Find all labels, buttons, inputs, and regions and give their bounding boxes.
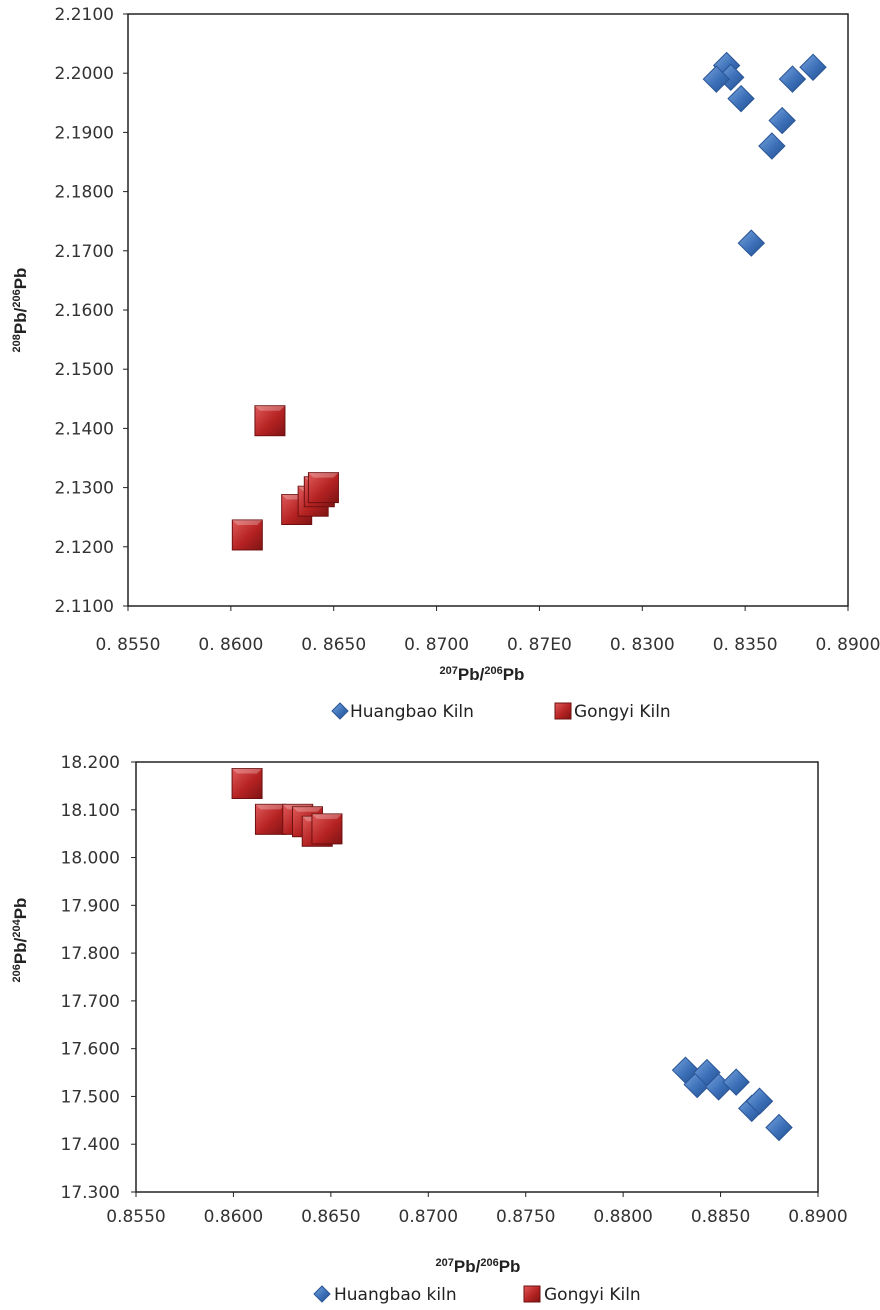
y-tick-label: 2.1800 — [55, 183, 114, 203]
legend: Huangbao kiln Gongyi Kiln — [313, 1285, 641, 1305]
gongyi-point-highlight — [308, 472, 339, 478]
x-tick-label: 0. 8550 — [96, 635, 161, 655]
y-tick-label: 2.2100 — [55, 5, 114, 25]
x-tick-label: 0. 8900 — [816, 635, 880, 655]
gongyi-point — [254, 803, 286, 835]
y-tick-label: 2.1900 — [55, 123, 114, 143]
huangbao-point — [702, 65, 731, 93]
y-tick-label: 2.1600 — [55, 301, 114, 321]
gongyi-point — [231, 519, 263, 551]
y-tick-label: 2.1100 — [55, 597, 114, 617]
gongyi-point-highlight — [292, 806, 323, 812]
huangbao-point — [765, 1113, 793, 1142]
huangbao-point — [768, 106, 796, 135]
y-tick-label: 17.400 — [61, 1135, 120, 1155]
huangbao-point — [727, 84, 755, 113]
y-axis-title: 208Pb/206Pb — [11, 268, 30, 353]
y-tick-label: 17.700 — [61, 992, 120, 1012]
y-tick-label: 2.1700 — [55, 242, 114, 262]
legend-square-icon — [523, 1285, 541, 1303]
y-tick-label: 17.900 — [61, 896, 120, 916]
gongyi-point-highlight — [254, 405, 285, 411]
x-tick-label: 0. 8700 — [404, 635, 469, 655]
x-tick-label: 0.8750 — [496, 1207, 555, 1227]
legend-label-gongyi: Gongyi Kiln — [574, 702, 671, 722]
y-tick-label: 2.1300 — [55, 479, 114, 499]
y-tick-label: 18.100 — [61, 801, 120, 821]
huangbao-point — [799, 53, 827, 81]
gongyi-point-highlight — [232, 768, 263, 774]
y-tick-label: 17.500 — [61, 1087, 120, 1107]
legend-diamond-icon — [313, 1285, 331, 1303]
gongyi-point — [307, 472, 339, 504]
gongyi-point-highlight — [255, 804, 286, 810]
x-tick-label: 0. 8350 — [713, 635, 778, 655]
legend-label-gongyi: Gongyi Kiln — [544, 1285, 641, 1305]
gongyi-point-highlight — [311, 813, 342, 819]
x-tick-label: 0. 8600 — [198, 635, 263, 655]
legend-square-icon — [554, 702, 572, 720]
x-tick-label: 0.8850 — [691, 1207, 750, 1227]
x-tick-label: 0.8600 — [204, 1207, 263, 1227]
gongyi-point — [254, 405, 286, 437]
y-tick-label: 17.800 — [61, 944, 120, 964]
y-tick-label: 17.600 — [61, 1040, 120, 1060]
legend-label-huangbao: Huangbao Kiln — [350, 702, 474, 722]
y-tick-label: 18.000 — [61, 849, 120, 869]
y-axis-title: 206Pb/204Pb — [11, 898, 30, 983]
scatter-chart-1: 2.1100 2.1200 2.1300 2.1400 2.1500 2.1600 2.17… — [11, 5, 880, 722]
x-tick-label: 0. 8300 — [610, 635, 675, 655]
x-tick-label: 0.8700 — [399, 1207, 458, 1227]
x-tick-label: 0. 8650 — [301, 635, 366, 655]
y-tick-label: 2.1400 — [55, 419, 114, 439]
legend-label-huangbao: Huangbao kiln — [334, 1285, 457, 1305]
chart-1-svg: 2.1100 2.1200 2.1300 2.1400 2.1500 2.1600 2.17… — [11, 5, 880, 722]
huangbao-point — [778, 65, 807, 93]
huangbao-point — [745, 1087, 774, 1115]
gongyi-point-highlight — [232, 519, 263, 525]
legend-diamond-icon — [331, 702, 349, 720]
scatter-chart-2: 17.300 17.400 17.500 17.600 17.700 17.800 17.9… — [0, 740, 880, 1310]
y-tick-label: 17.300 — [61, 1183, 120, 1203]
y-tick-label: 2.2000 — [55, 64, 114, 84]
x-tick-label: 0.8550 — [106, 1207, 165, 1227]
gongyi-point — [311, 813, 343, 845]
x-tick-label: 0. 87E0 — [507, 635, 572, 655]
y-tick-label: 2.1500 — [55, 360, 114, 380]
legend: Huangbao Kiln Gongyi Kiln — [331, 702, 671, 722]
huangbao-point — [722, 1068, 750, 1096]
x-tick-label: 0.8800 — [593, 1207, 652, 1227]
y-tick-label: 18.200 — [61, 753, 120, 773]
y-tick-label: 2.1200 — [55, 538, 114, 558]
gongyi-point — [231, 768, 263, 799]
x-axis-title: 207Pb/206Pb — [440, 665, 525, 684]
chart-2-svg: 17.300 17.400 17.500 17.600 17.700 17.800 17.9… — [0, 740, 880, 1310]
huangbao-point — [737, 229, 766, 257]
plot-area — [135, 761, 819, 1193]
huangbao-point — [758, 132, 786, 160]
x-axis-title: 207Pb/206Pb — [436, 1257, 521, 1276]
x-tick-label: 0.8900 — [788, 1207, 847, 1227]
x-tick-label: 0.8650 — [301, 1207, 360, 1227]
